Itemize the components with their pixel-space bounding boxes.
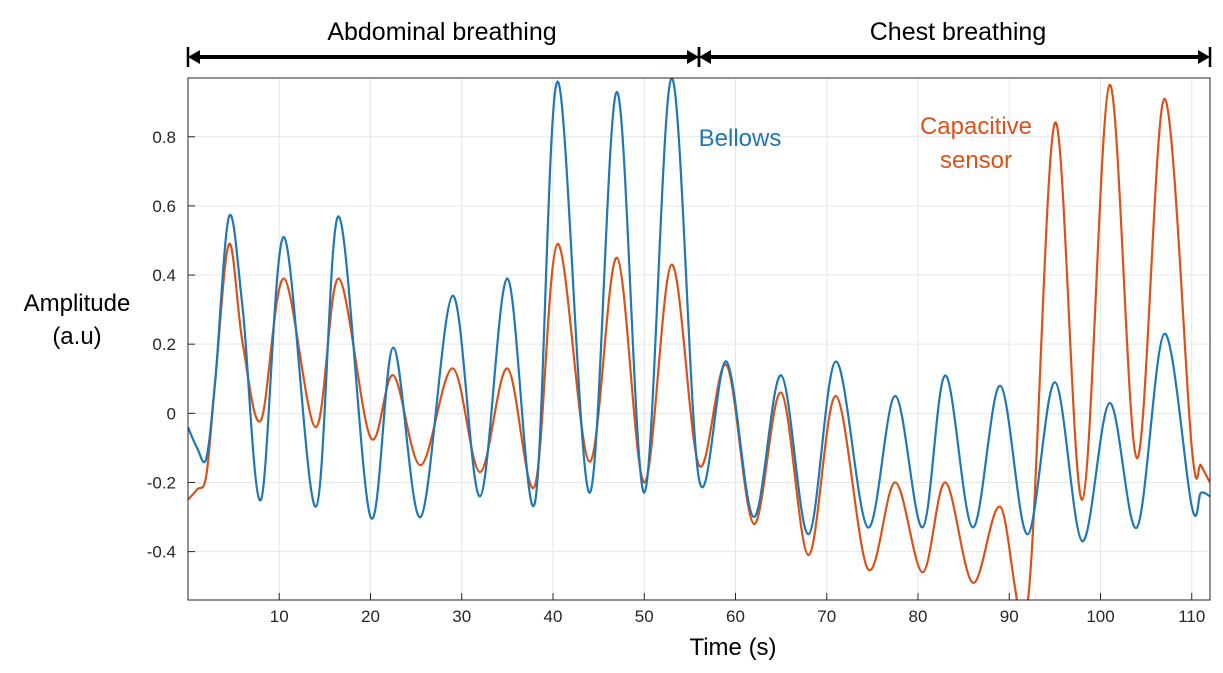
series-label-bellows: Bellows xyxy=(699,125,782,152)
y-tick-label: 0.6 xyxy=(152,197,176,216)
x-tick-label: 110 xyxy=(1178,607,1205,626)
bracket-arrow-right-abdominal xyxy=(687,50,699,64)
tick-marks xyxy=(188,136,1193,600)
y-tick-label: 0.8 xyxy=(152,128,176,147)
phase-label-chest: Chest breathing xyxy=(870,18,1047,46)
y-tick-label: 0 xyxy=(167,404,176,423)
plot-frame xyxy=(187,77,1211,601)
x-tick-label: 100 xyxy=(1086,607,1114,626)
y-axis-label-line1: Amplitude xyxy=(24,290,131,317)
series-line-bellows xyxy=(188,78,1210,543)
bracket-arrow-right-chest xyxy=(1198,50,1210,64)
y-tick-label: 0.4 xyxy=(152,266,176,285)
phase-brackets xyxy=(186,47,1212,67)
x-tick-label: 40 xyxy=(544,607,563,626)
bracket-arrow-left-chest xyxy=(699,50,711,64)
x-tick-label: 70 xyxy=(817,607,836,626)
bracket-arrow-left-abdominal xyxy=(188,50,200,64)
x-tick-label: 80 xyxy=(909,607,928,626)
phase-label-abdominal: Abdominal breathing xyxy=(327,18,556,46)
x-tick-label: 50 xyxy=(635,607,654,626)
x-tick-label: 30 xyxy=(452,607,471,626)
y-tick-label: -0.2 xyxy=(147,473,176,492)
y-tick-label: -0.4 xyxy=(147,543,176,562)
series-label-capacitive-line2: sensor xyxy=(940,147,1012,174)
x-axis-label: Time (s) xyxy=(689,634,776,661)
tick-labels: 10 20 30 40 50 60 70 80 90 100 110 -0.4 -0.2 0 0.2 0.4 0… xyxy=(147,128,1206,626)
series-label-capacitive-line1: Capacitive xyxy=(920,113,1032,140)
x-tick-label: 60 xyxy=(726,607,745,626)
y-tick-label: 0.2 xyxy=(152,335,176,354)
series-layer xyxy=(188,78,1210,600)
y-axis-label-line2: (a.u) xyxy=(52,323,101,350)
plot-area xyxy=(188,78,1210,600)
x-tick-label: 90 xyxy=(1000,607,1019,626)
x-tick-label: 10 xyxy=(270,607,289,626)
x-tick-label: 20 xyxy=(361,607,380,626)
